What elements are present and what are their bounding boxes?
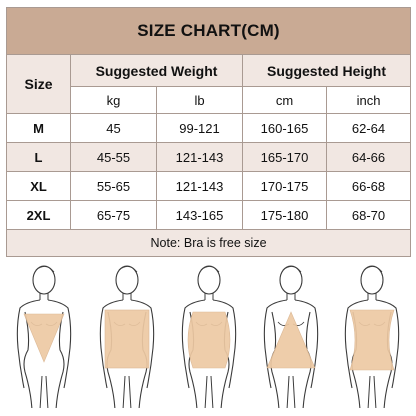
cm-value: 170-175: [242, 171, 327, 201]
lb-value: 121-143: [156, 142, 243, 172]
body-shape-inverted-triangle: [16, 265, 72, 408]
lb-value: 121-143: [156, 171, 243, 201]
body-shape-rectangle: [99, 265, 155, 408]
kg-value: 45-55: [70, 142, 157, 172]
table-row: 2XL 65-75 143-165 175-180 68-70: [6, 200, 412, 230]
kg-value: 65-75: [70, 200, 157, 230]
unit-inch: inch: [325, 86, 412, 114]
unit-kg: kg: [70, 86, 157, 114]
table-row: M 45 99-121 160-165 62-64: [6, 113, 412, 143]
chart-title: SIZE CHART(CM): [5, 7, 412, 55]
body-shape-oval: [181, 265, 237, 408]
size-value: 2XL: [6, 200, 71, 230]
table-row: L 45-55 121-143 165-170 64-66: [6, 142, 412, 172]
kg-value: 45: [70, 113, 157, 143]
size-note: Note: Bra is free size: [5, 229, 412, 257]
size-value: M: [6, 113, 71, 143]
inch-value: 62-64: [325, 113, 412, 143]
size-value: XL: [6, 171, 71, 201]
unit-cm: cm: [242, 86, 327, 114]
height-header: Suggested Height: [241, 54, 412, 87]
body-shape-triangle: [263, 265, 319, 408]
size-header: Size: [6, 54, 71, 114]
kg-value: 55-65: [70, 171, 157, 201]
lb-value: 143-165: [156, 200, 243, 230]
inch-value: 64-66: [325, 142, 412, 172]
cm-value: 165-170: [242, 142, 327, 172]
table-row: XL 55-65 121-143 170-175 66-68: [6, 171, 412, 201]
size-value: L: [6, 142, 71, 172]
cm-value: 160-165: [242, 113, 327, 143]
weight-header: Suggested Weight: [70, 54, 243, 87]
unit-lb: lb: [156, 86, 243, 114]
inch-value: 66-68: [325, 171, 412, 201]
lb-value: 99-121: [156, 113, 243, 143]
size-chart-table: SIZE CHART(CM) Size Suggested Weight Sug…: [5, 7, 412, 257]
inch-value: 68-70: [325, 200, 412, 230]
cm-value: 175-180: [242, 200, 327, 230]
body-shape-figures: [16, 265, 400, 408]
body-shape-hourglass: [344, 265, 400, 408]
